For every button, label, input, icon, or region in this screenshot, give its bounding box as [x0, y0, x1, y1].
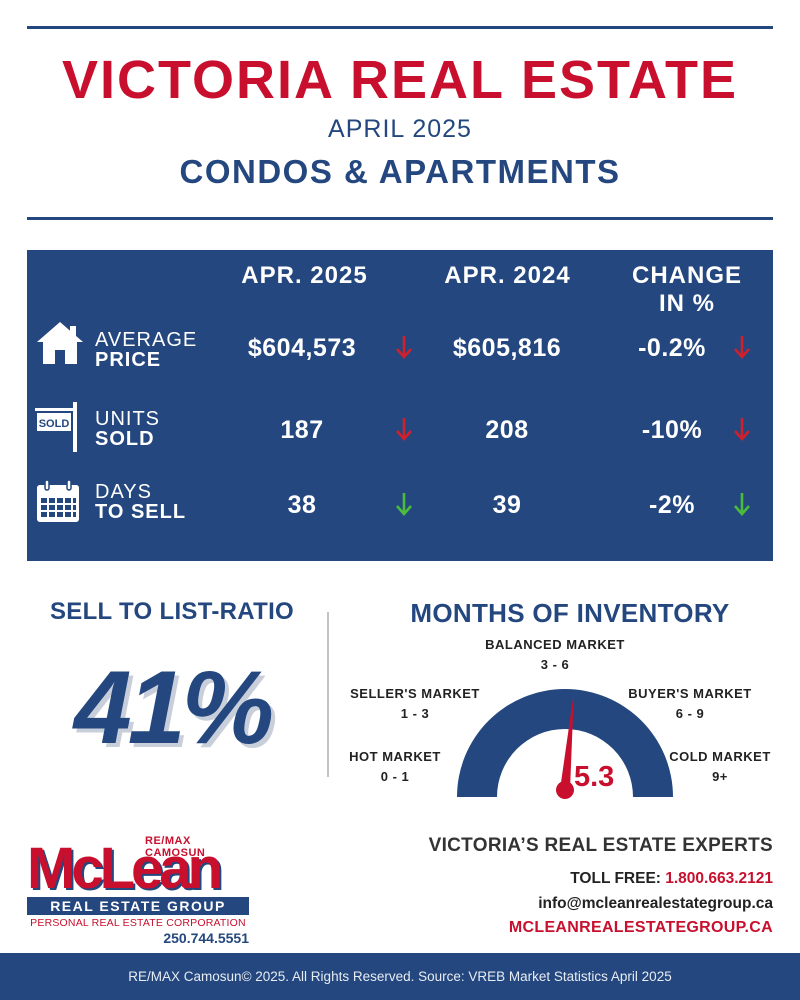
- property-category: CONDOS & APARTMENTS: [179, 153, 621, 190]
- stats-panel: APR. 2025 APR. 2024 CHANGE IN % AVERAGE …: [27, 250, 773, 561]
- average-price-change: -0.2%: [638, 334, 706, 362]
- section-divider: [327, 612, 329, 777]
- market-name: BALANCED MARKET: [485, 637, 625, 652]
- calendar-icon: [35, 479, 81, 529]
- top-rule: [27, 26, 773, 29]
- header-rule: [27, 217, 773, 220]
- market-name: BUYER'S MARKET: [628, 686, 752, 701]
- market-name: COLD MARKET: [669, 749, 771, 764]
- market-range: 9+: [712, 769, 728, 784]
- toll-free-number[interactable]: 1.800.663.2121: [665, 870, 773, 887]
- column-header-current: APR. 2025: [241, 262, 368, 289]
- page-title: VICTORIA REAL ESTATE: [61, 50, 739, 110]
- metric-label-top: DAYS: [95, 481, 152, 503]
- down-arrow-icon: [395, 334, 413, 360]
- days-to-sell-current: 38: [287, 491, 317, 519]
- logo-group: REAL ESTATE GROUP: [27, 897, 249, 915]
- contact-website[interactable]: MCLEANREALESTATEGROUP.CA: [508, 919, 773, 936]
- toll-free-label: TOLL FREE:: [570, 870, 666, 887]
- days-to-sell-previous: 39: [492, 491, 522, 519]
- sold-sign-icon: SOLD: [33, 402, 83, 457]
- gauge-label-buyers: BUYER'S MARKET 6 - 9: [620, 684, 760, 724]
- toll-free: TOLL FREE: 1.800.663.2121: [570, 870, 773, 888]
- contact-tagline: VICTORIA’S REAL ESTATE EXPERTS: [428, 835, 773, 856]
- column-header-previous: APR. 2024: [444, 262, 571, 289]
- house-icon: [35, 320, 85, 371]
- units-sold-current: 187: [280, 416, 324, 444]
- market-range: 3 - 6: [540, 657, 570, 672]
- market-range: 6 - 9: [675, 706, 705, 721]
- gauge-value: 5.3: [574, 761, 615, 793]
- svg-text:SOLD: SOLD: [39, 418, 70, 430]
- column-header-change: CHANGE IN %: [631, 262, 742, 317]
- days-to-sell-change: -2%: [649, 491, 695, 519]
- gauge-label-sellers: SELLER'S MARKET 1 - 3: [345, 684, 485, 724]
- metric-label-days-to-sell: DAYS TO SELL: [95, 482, 186, 522]
- market-name: HOT MARKET: [349, 749, 441, 764]
- market-name: SELLER'S MARKET: [350, 686, 480, 701]
- inventory-gauge: [457, 689, 673, 799]
- page-subtitle: APRIL 2025: [328, 115, 472, 143]
- units-sold-change: -10%: [641, 416, 703, 444]
- market-range: 1 - 3: [400, 706, 430, 721]
- gauge-arc: [457, 689, 673, 797]
- footer: RE/MAX Camosun© 2025. All Rights Reserve…: [0, 953, 800, 1000]
- logo-corporation: PERSONAL REAL ESTATE CORPORATION: [30, 917, 246, 929]
- logo-brand-top: RE/MAX CAMOSUN: [145, 835, 206, 859]
- gauge-label-balanced: BALANCED MARKET 3 - 6: [455, 635, 655, 675]
- market-range: 0 - 1: [380, 769, 410, 784]
- average-price-current: $604,573: [247, 334, 357, 362]
- metric-label-units-sold: UNITS SOLD: [95, 409, 160, 449]
- metric-label-top: AVERAGE: [95, 329, 198, 351]
- contact-email[interactable]: info@mcleanrealestategroup.ca: [538, 895, 773, 912]
- down-arrow-icon: [395, 416, 413, 442]
- down-arrow-icon: [395, 491, 413, 517]
- gauge-needle: [556, 692, 574, 799]
- logo-phone: 250.744.5551: [163, 930, 249, 946]
- down-arrow-icon: [733, 416, 751, 442]
- metric-label-top: UNITS: [95, 408, 160, 430]
- down-arrow-icon: [733, 491, 751, 517]
- average-price-previous: $605,816: [452, 334, 562, 362]
- months-inventory-title: MONTHS OF INVENTORY: [410, 598, 730, 628]
- sell-to-list-value: 41%: [73, 650, 274, 766]
- metric-label-bottom: PRICE: [95, 349, 162, 371]
- metric-label-bottom: TO SELL: [95, 501, 187, 523]
- sell-to-list-title: SELL TO LIST-RATIO: [49, 598, 295, 625]
- down-arrow-icon: [733, 334, 751, 360]
- metric-label-average-price: AVERAGE PRICE: [95, 330, 197, 370]
- gauge-label-cold: COLD MARKET 9+: [665, 747, 775, 787]
- logo-name: McLean: [27, 836, 223, 901]
- units-sold-previous: 208: [485, 416, 529, 444]
- gauge-label-hot: HOT MARKET 0 - 1: [340, 747, 450, 787]
- metric-label-bottom: SOLD: [95, 428, 155, 450]
